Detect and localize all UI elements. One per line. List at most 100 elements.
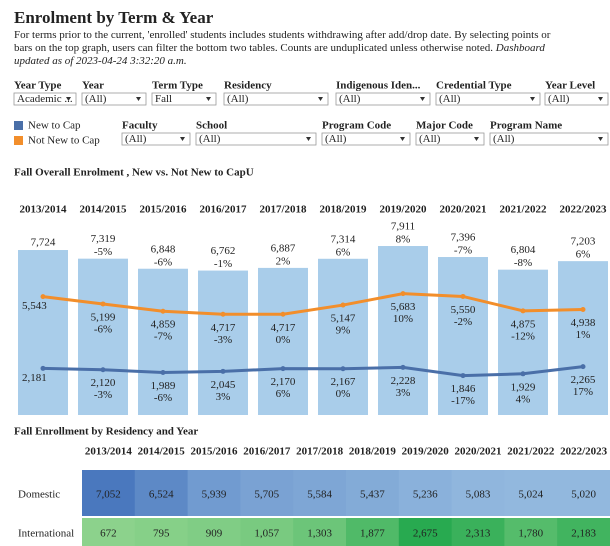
filter-value: (All) — [85, 93, 107, 105]
chart-title: Fall Overall Enrolment , New vs. Not New… — [14, 167, 254, 179]
bar — [318, 258, 368, 415]
cell-value: 795 — [153, 528, 170, 540]
bar-change-label: 6% — [576, 249, 591, 261]
filter-dropdown[interactable] — [321, 132, 411, 146]
filter-label: Major Code — [416, 120, 473, 132]
table-cell — [134, 470, 189, 516]
filter-value: Academic ... — [17, 93, 73, 105]
cell-value: 1,057 — [254, 528, 279, 540]
column-header: 2021/2022 — [507, 446, 555, 458]
table-cell — [451, 470, 505, 516]
bar — [438, 257, 488, 415]
line-value-label: 2,045 — [211, 379, 236, 391]
bar-value-label: 7,724 — [31, 237, 56, 249]
line-point — [340, 302, 346, 308]
line-value-label: 1,846 — [451, 383, 476, 395]
line-value-label: 5,199 — [91, 311, 116, 323]
dropdown-arrow — [318, 97, 323, 101]
category-label: 2022/2023 — [559, 204, 607, 216]
filter-value: (All) — [125, 133, 147, 145]
filter-dropdown[interactable] — [151, 92, 217, 106]
filter-dropdown[interactable] — [415, 132, 485, 146]
filter-value: (All) — [548, 93, 570, 105]
filter-label: Year — [82, 80, 104, 92]
filter-dropdown[interactable] — [195, 132, 317, 146]
line-value-label: 2,265 — [571, 374, 596, 386]
line-change-label: -3% — [214, 334, 232, 346]
table-cell — [346, 518, 400, 546]
line-change-label: -3% — [94, 389, 112, 401]
table-cell — [504, 470, 558, 516]
filter-label: Year Type — [14, 80, 61, 92]
line-point — [220, 368, 226, 374]
line-point — [160, 370, 166, 376]
filter-dropdown[interactable] — [121, 132, 191, 146]
cell-value: 5,584 — [307, 489, 332, 501]
filter-dropdown[interactable] — [544, 92, 609, 106]
table-cell — [187, 470, 241, 516]
bar-value-label: 7,203 — [571, 236, 596, 248]
line-point — [460, 293, 466, 299]
line-change-label: -17% — [451, 395, 475, 407]
line-change-label: 6% — [276, 388, 291, 400]
row-label: Domestic — [18, 489, 60, 501]
category-label: 2018/2019 — [319, 204, 367, 216]
dropdown-arrow — [598, 137, 603, 141]
filter-dropdown[interactable] — [13, 92, 77, 106]
cell-value: 1,877 — [360, 528, 385, 540]
filter-label: Residency — [224, 80, 272, 92]
table-cell — [557, 518, 610, 546]
bar-change-label: -6% — [154, 256, 172, 268]
cell-value: 5,939 — [202, 489, 227, 501]
bar — [18, 250, 68, 415]
column-header: 2014/2015 — [138, 446, 186, 458]
line-value-label: 2,181 — [22, 372, 47, 384]
filter-dropdown[interactable] — [335, 92, 431, 106]
line-value-label: 5,543 — [22, 300, 47, 312]
table-cell — [240, 470, 294, 516]
line-point — [280, 311, 286, 317]
line-point — [100, 367, 106, 373]
dropdown-arrow — [598, 97, 603, 101]
table-cell — [187, 518, 241, 546]
bar-value-label: 7,314 — [331, 233, 356, 245]
table-title: Fall Enrollment by Residency and Year — [14, 426, 198, 438]
line-change-label: -12% — [511, 330, 535, 342]
filter-label: Year Level — [545, 80, 595, 92]
category-label: 2015/2016 — [139, 204, 187, 216]
line-change-label: -7% — [154, 331, 172, 343]
cell-value: 5,024 — [518, 489, 543, 501]
bar-change-label: -7% — [454, 245, 472, 257]
line — [42, 292, 584, 316]
line-point — [460, 373, 466, 379]
filter-label: Credential Type — [436, 80, 512, 92]
line-point — [280, 366, 286, 372]
cell-value: 1,303 — [307, 528, 332, 540]
filter-dropdown[interactable] — [81, 92, 147, 106]
dropdown-arrow — [206, 97, 211, 101]
line-change-label: 3% — [216, 391, 231, 403]
bar-change-label: -8% — [514, 257, 532, 269]
table-cell — [557, 470, 610, 516]
line-value-label: 2,120 — [91, 377, 116, 389]
column-header: 2018/2019 — [349, 446, 397, 458]
filter-dropdown[interactable] — [435, 92, 541, 106]
line-point — [160, 308, 166, 314]
dropdown-arrow — [306, 137, 311, 141]
bar-value-label: 6,762 — [211, 245, 236, 257]
cell-value: 5,083 — [466, 489, 491, 501]
line-point — [580, 364, 586, 370]
table-cell — [346, 470, 400, 516]
column-header: 2013/2014 — [85, 446, 133, 458]
filter-dropdown[interactable] — [489, 132, 609, 146]
line-point — [400, 291, 406, 297]
line-value-label: 4,717 — [211, 322, 236, 334]
filter-dropdown[interactable] — [223, 92, 329, 106]
line-change-label: 4% — [516, 393, 531, 405]
filter-value: (All) — [493, 133, 515, 145]
bar — [558, 261, 608, 415]
column-header: 2015/2016 — [190, 446, 238, 458]
legend-swatch — [14, 121, 23, 130]
cell-value: 5,705 — [254, 489, 279, 501]
